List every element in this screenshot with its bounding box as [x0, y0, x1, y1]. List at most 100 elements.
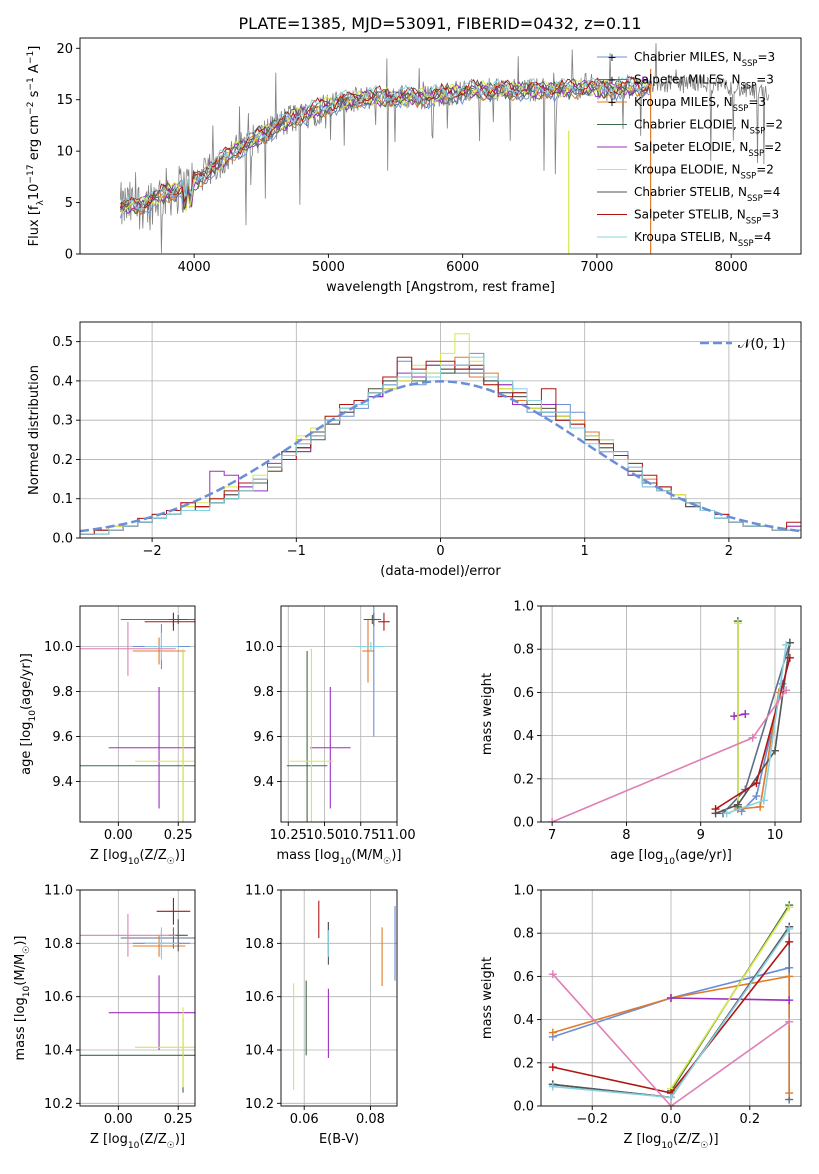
axes-age_vs_mass: 10.25 10.50 10.75 11.00 9.4 9.6 9.8 10.0 mass [l… — [245, 605, 416, 867]
plot-area — [548, 617, 794, 822]
axes-mass_vs_ebv: 0.06 0.08 10.2 10.4 10.6 10.8 11.0 E(B-V) — [245, 884, 398, 1147]
normal-curve — [80, 380, 801, 533]
y-tick-label: 9.8 — [253, 685, 274, 700]
x-tick-label: −2 — [143, 544, 162, 559]
y-tick-label: 0.3 — [52, 414, 73, 429]
axes-weight_vs_Z: −0.2 0.0 0.2 0.0 0.2 0.4 0.6 0.8 1.0 Z [log10(Z/Z… — [480, 884, 802, 1151]
axes-spectrum: 4000 5000 6000 7000 8000 0 5 10 15 20 wavelength [… — [26, 37, 802, 295]
y-axis-label: age [log10(age/yr)] — [19, 653, 38, 775]
y-tick-label: 11.0 — [44, 884, 73, 899]
legend-label: Salpeter ELODIE, NSSP=2 — [634, 140, 782, 158]
y-tick-label: 0.2 — [513, 772, 534, 787]
y-tick-label: 1.0 — [513, 884, 534, 899]
x-axis-label: wavelength [Angstrom, rest frame] — [326, 280, 555, 295]
plot-area — [548, 901, 794, 1106]
weight-line — [715, 642, 791, 815]
axes-weight_vs_age: 7 8 9 10 0.0 0.2 0.4 0.6 0.8 1.0 age [log10(age/yr… — [480, 600, 802, 867]
legend-label: 𝒩(0, 1) — [738, 337, 785, 352]
spectrum-model-line — [119, 76, 651, 209]
y-tick-label: 9.6 — [52, 730, 73, 745]
y-tick-label: 9.8 — [52, 685, 73, 700]
y-tick-label: 10.0 — [44, 640, 73, 655]
x-tick-label: 8 — [622, 828, 630, 843]
legend-label: Chabrier MILES, NSSP=3 — [634, 50, 775, 68]
y-tick-label: 0.2 — [513, 1056, 534, 1071]
plot-area — [80, 612, 195, 822]
y-tick-label: 0.4 — [513, 729, 534, 744]
x-axis-label: (data-model)/error — [380, 564, 501, 579]
y-tick-label: 0.6 — [513, 686, 534, 701]
x-axis-label: age [log10(age/yr)] — [610, 848, 732, 867]
weight-line — [670, 906, 790, 1090]
y-tick-label: 9.4 — [253, 775, 274, 790]
y-tick-label: 10.6 — [245, 990, 274, 1005]
weight-line — [722, 642, 791, 814]
x-tick-label: 2 — [725, 544, 733, 559]
x-tick-label: 8000 — [715, 260, 748, 275]
x-tick-label: 6000 — [446, 260, 479, 275]
y-tick-label: 10.6 — [44, 990, 73, 1005]
x-axis-label: Z [log10(Z/Z☉)] — [623, 1132, 718, 1151]
plot-area — [80, 333, 801, 538]
axes-age_vs_Z: 0.00 0.25 9.4 9.6 9.8 10.0 Z [log10(Z/Z☉)] age … — [19, 605, 196, 867]
y-tick-label: 11.0 — [245, 884, 274, 899]
x-tick-label: 4000 — [178, 260, 211, 275]
x-axis-label: Z [log10(Z/Z☉)] — [90, 1132, 185, 1151]
x-tick-label: −0.2 — [576, 1112, 608, 1127]
spectrum-model-line — [119, 80, 651, 219]
y-tick-label: 5 — [65, 196, 73, 211]
legend-label: Kroupa MILES, NSSP=3 — [634, 95, 766, 113]
x-tick-label: 10 — [767, 828, 784, 843]
x-tick-label: 10.50 — [306, 828, 343, 843]
axes-frame — [280, 889, 398, 1107]
y-tick-label: 0.8 — [513, 927, 534, 942]
axes-frame — [280, 605, 398, 823]
y-tick-label: 0.0 — [513, 1100, 534, 1115]
legend-marker: + — [607, 96, 616, 109]
axes-residuals: −2 −1 0 1 2 0.0 0.1 0.2 0.3 0.4 0.5 (data-model)/er… — [27, 321, 802, 579]
x-tick-label: 0.25 — [164, 1112, 193, 1127]
x-tick-label: 1 — [581, 544, 589, 559]
y-tick-label: 0.0 — [513, 816, 534, 831]
y-tick-label: 0.4 — [513, 1013, 534, 1028]
y-tick-label: 10.0 — [245, 640, 274, 655]
legend-label: Kroupa STELIB, NSSP=4 — [634, 230, 771, 248]
y-tick-label: 0.6 — [513, 970, 534, 985]
y-tick-label: 0.8 — [513, 643, 534, 658]
legend-label: Chabrier STELIB, NSSP=4 — [634, 185, 780, 203]
y-tick-label: 10.8 — [44, 937, 73, 952]
plot-area — [286, 606, 390, 822]
y-axis-label: Flux [fλ10−17 erg cm−2 s−1 A−1] — [26, 46, 46, 247]
y-tick-label: 0.1 — [52, 492, 73, 507]
x-tick-label: 0.25 — [164, 828, 193, 843]
y-tick-label: 0 — [65, 248, 73, 263]
y-axis-label: mass weight — [480, 957, 495, 1039]
legend-label: Kroupa ELODIE, NSSP=2 — [634, 163, 774, 181]
x-tick-label: 9 — [697, 828, 705, 843]
legend-label: Salpeter STELIB, NSSP=3 — [634, 208, 779, 226]
x-tick-label: 0.08 — [356, 1112, 385, 1127]
y-axis-label: mass [log10(M/M☉)] — [13, 936, 32, 1061]
axes-frame — [79, 605, 196, 823]
y-tick-label: 0.0 — [52, 532, 73, 547]
y-tick-label: 0.5 — [52, 335, 73, 350]
y-tick-label: 10.2 — [245, 1097, 274, 1112]
figure-title: PLATE=1385, MJD=53091, FIBERID=0432, z=0… — [238, 14, 641, 33]
plot-area — [80, 898, 195, 1093]
x-tick-label: −1 — [287, 544, 306, 559]
x-tick-label: 10.25 — [270, 828, 307, 843]
legend-marker: + — [607, 74, 616, 87]
x-tick-label: 0 — [436, 544, 444, 559]
legend-marker: + — [607, 51, 616, 64]
x-axis-label: E(B-V) — [319, 1132, 359, 1147]
weight-line — [552, 975, 790, 1093]
y-tick-label: 9.6 — [253, 730, 274, 745]
x-tick-label: 0.00 — [104, 828, 133, 843]
axes-mass_vs_Z: 0.00 0.25 10.2 10.4 10.6 10.8 11.0 Z [log10(Z/Z… — [13, 884, 196, 1151]
x-tick-label: 10.75 — [342, 828, 379, 843]
axes-frame — [540, 605, 802, 823]
x-tick-label: 11.00 — [378, 828, 415, 843]
x-tick-label: 0.06 — [290, 1112, 319, 1127]
plot-area — [293, 900, 396, 1090]
